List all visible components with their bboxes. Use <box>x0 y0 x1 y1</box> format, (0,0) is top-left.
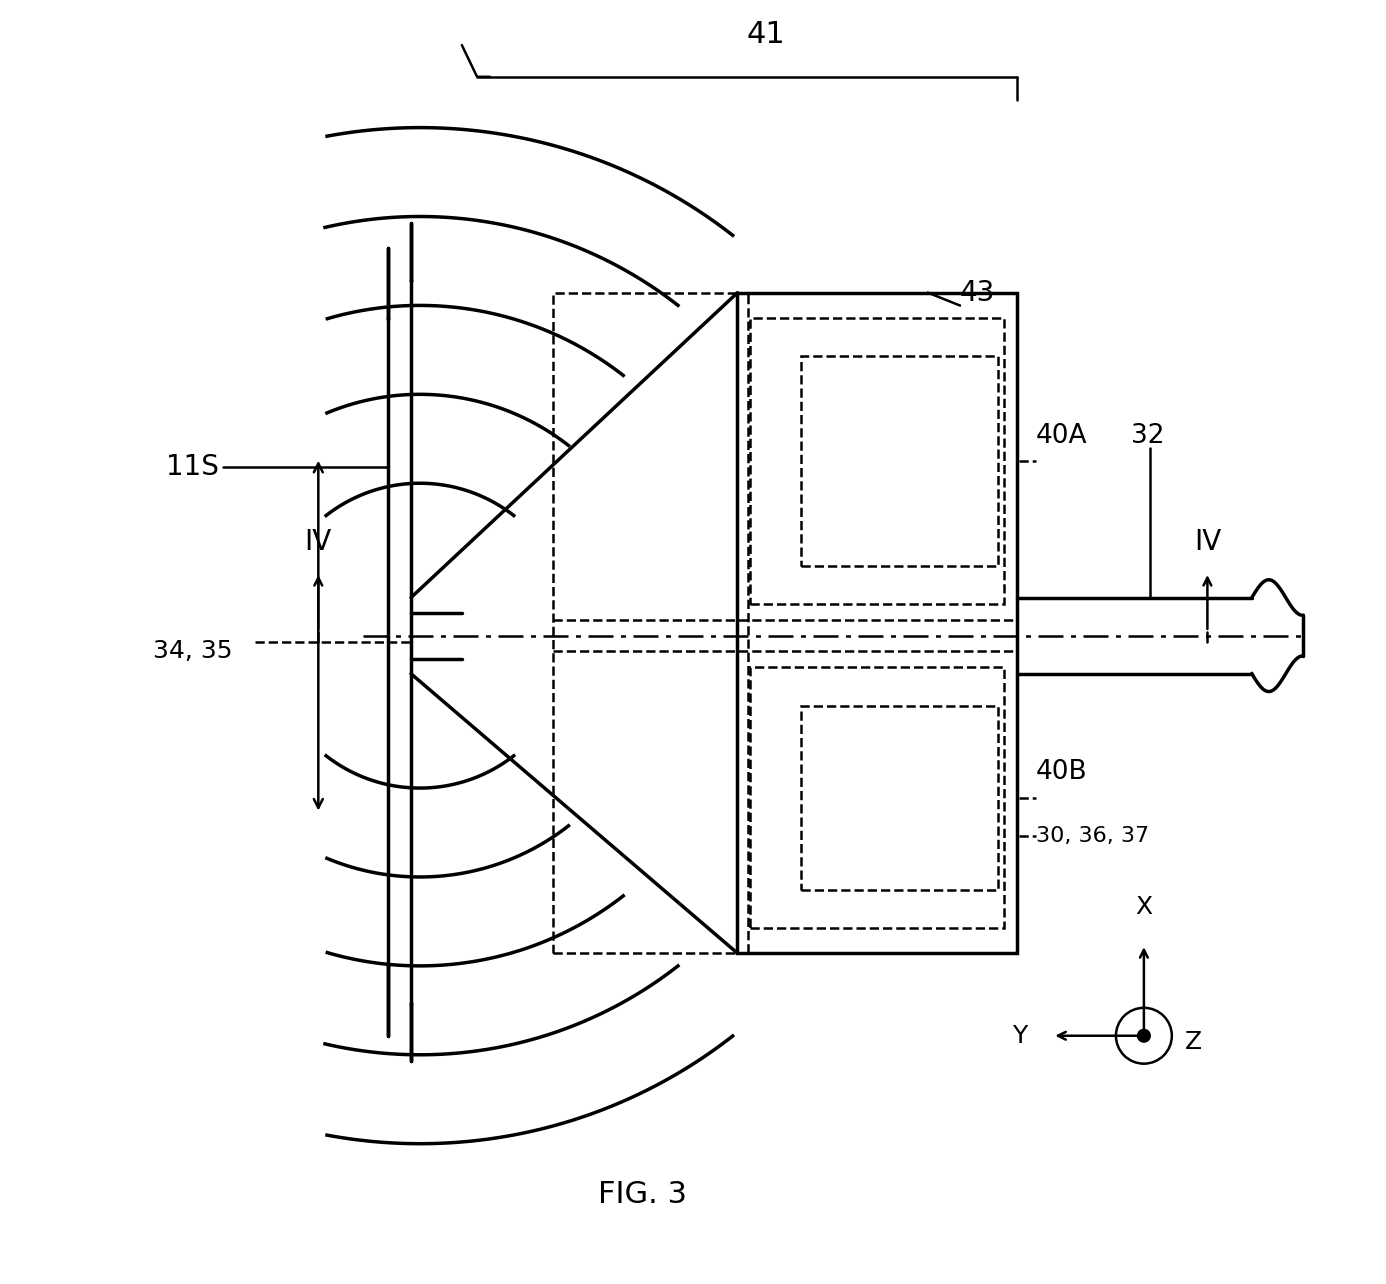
Text: 43: 43 <box>959 279 995 307</box>
Text: 32: 32 <box>1131 422 1164 448</box>
Text: 34, 35: 34, 35 <box>154 639 233 663</box>
Text: Y: Y <box>1012 1023 1027 1048</box>
Text: FIG. 3: FIG. 3 <box>597 1180 686 1210</box>
Text: 11S: 11S <box>166 453 219 480</box>
Bar <box>553 293 1017 953</box>
Text: 40A: 40A <box>1035 422 1088 448</box>
Text: Z: Z <box>1185 1030 1202 1054</box>
Bar <box>801 705 998 890</box>
Bar <box>750 668 1005 928</box>
Bar <box>737 293 1017 953</box>
Circle shape <box>1138 1030 1150 1043</box>
Text: IV: IV <box>1193 528 1221 556</box>
Bar <box>801 356 998 566</box>
Text: 40B: 40B <box>1035 759 1088 786</box>
Bar <box>750 318 1005 603</box>
Text: 41: 41 <box>747 19 786 49</box>
Text: IV: IV <box>305 528 331 556</box>
Text: X: X <box>1135 895 1152 919</box>
Text: 30, 36, 37: 30, 36, 37 <box>1035 826 1149 846</box>
